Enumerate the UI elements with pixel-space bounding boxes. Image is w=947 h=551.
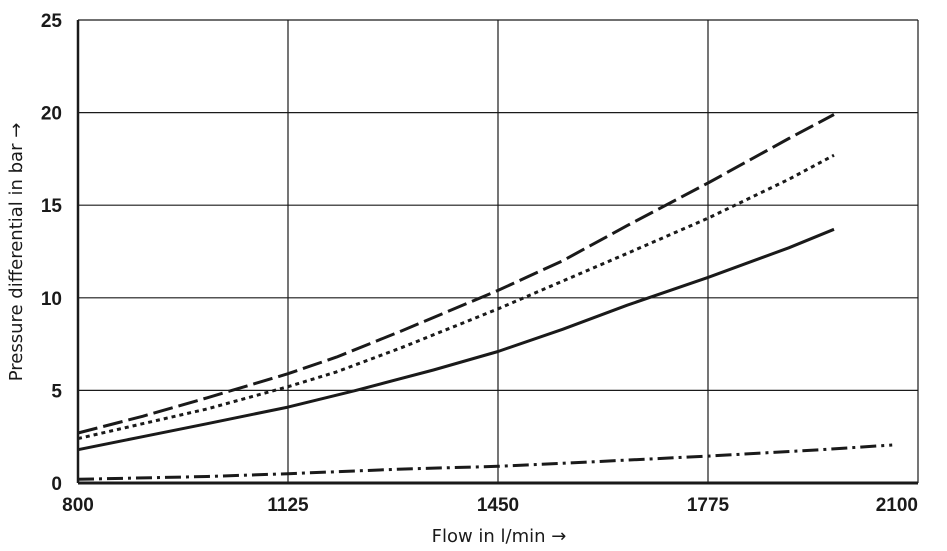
y-tick-label: 10 <box>41 289 62 310</box>
series-line-dotted <box>77 153 835 441</box>
y-tick-label: 5 <box>51 381 62 402</box>
y-tick-label: 20 <box>41 104 62 125</box>
y-tick-label: 15 <box>41 196 63 217</box>
x-axis-title: Flow in l/min → <box>432 526 567 547</box>
x-tick-label: 2100 <box>876 495 918 516</box>
x-tick-label: 1125 <box>267 495 309 516</box>
y-tick-label: 25 <box>41 11 63 32</box>
x-tick-label: 1775 <box>687 495 730 516</box>
y-tick-label: 0 <box>51 474 62 495</box>
series-line-solid <box>77 227 835 452</box>
series-line-dash-dot <box>77 443 893 481</box>
series-line-long-dash <box>77 113 835 435</box>
plot-frame <box>76 19 919 485</box>
grid <box>78 20 918 483</box>
x-tick-label: 1450 <box>477 495 519 516</box>
y-axis-title: Pressure differential in bar → <box>6 123 27 382</box>
x-tick-label: 800 <box>62 495 94 516</box>
tick-labels: 800 1125 1450 1775 2100 0 5 10 15 20 25 <box>41 11 918 516</box>
series-group <box>77 113 893 481</box>
